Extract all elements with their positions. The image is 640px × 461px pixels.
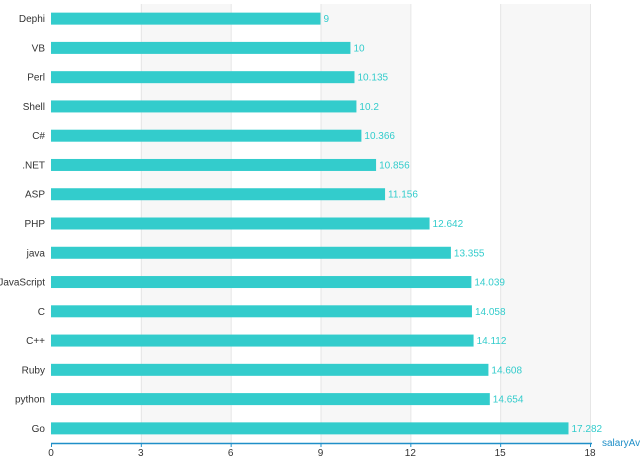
value-label: 10.366	[364, 131, 395, 142]
bar-java	[51, 246, 451, 259]
category-label: Go	[32, 424, 46, 435]
bar-C++	[51, 334, 474, 347]
value-label: 13.355	[454, 248, 485, 259]
bar-Shell	[51, 100, 357, 113]
value-label: 9	[324, 14, 330, 25]
category-label: VB	[32, 43, 46, 54]
value-label: 10.2	[359, 102, 379, 113]
x-tick-label: 6	[228, 448, 234, 459]
bar-.NET	[51, 158, 377, 171]
bar-Go	[51, 422, 569, 435]
x-tick-label: 12	[405, 448, 417, 459]
value-label: 14.039	[474, 278, 505, 289]
value-label: 14.112	[477, 336, 507, 347]
x-tick-label: 3	[138, 448, 144, 459]
bar-C	[51, 305, 472, 318]
value-label: 10.856	[379, 160, 410, 171]
bars	[51, 12, 569, 435]
value-label: 14.654	[493, 395, 524, 406]
category-label: C++	[26, 336, 45, 347]
bar-python	[51, 393, 490, 406]
category-label: Shell	[23, 102, 45, 113]
bar-C#	[51, 129, 362, 142]
category-label: ASP	[25, 190, 45, 201]
category-label: Perl	[27, 73, 45, 84]
value-label: 10	[353, 43, 365, 54]
category-label: .NET	[22, 160, 45, 171]
bar-Ruby	[51, 363, 489, 376]
x-axis: 0 3 6 9 12 15 18	[48, 442, 596, 459]
value-labels: 9 10 10.135 10.2 10.366 10.856 11.156 12.642 13.…	[324, 14, 603, 435]
x-tick-label: 0	[48, 448, 54, 459]
value-label: 14.058	[475, 307, 506, 318]
value-label: 17.282	[571, 424, 602, 435]
category-label: java	[26, 248, 46, 259]
bar-VB	[51, 41, 351, 54]
category-label: C	[38, 307, 45, 318]
bar-JavaScript	[51, 276, 472, 289]
x-tick-label: 18	[584, 448, 596, 459]
value-label: 10.135	[357, 73, 388, 84]
bar-ASP	[51, 188, 386, 201]
x-tick-label: 9	[318, 448, 324, 459]
bar-Perl	[51, 71, 355, 84]
value-label: 12.642	[433, 219, 464, 230]
bar-PHP	[51, 217, 430, 230]
category-label: PHP	[24, 219, 45, 230]
x-axis-name: salaryAvg	[602, 438, 640, 449]
bar-Dephi	[51, 12, 321, 25]
x-tick-label: 15	[495, 448, 507, 459]
category-label: Dephi	[19, 14, 45, 25]
category-label: Ruby	[22, 365, 45, 376]
value-label: 11.156	[388, 190, 418, 201]
category-labels: Dephi VB Perl Shell C# .NET ASP PHP java JavaScri…	[0, 14, 45, 435]
value-label: 14.608	[491, 365, 522, 376]
category-label: C#	[32, 131, 45, 142]
category-label: python	[15, 395, 45, 406]
band-5	[500, 4, 590, 443]
category-label: JavaScript	[0, 278, 45, 289]
